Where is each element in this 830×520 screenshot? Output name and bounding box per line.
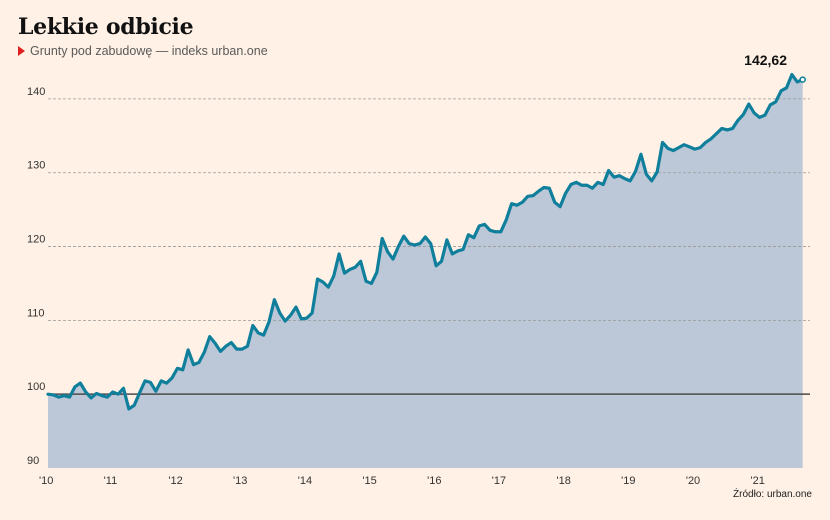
chart-title: Lekkie odbicie [18,14,194,40]
x-tick-label: '15 [362,475,376,487]
red-triangle-icon [18,46,25,56]
x-tick-label: '14 [298,475,312,487]
x-tick-label: '20 [686,475,700,487]
series-area [48,74,803,469]
x-tick-label: '10 [39,475,53,487]
x-tick-label: '17 [492,475,506,487]
chart-subtitle-text: Grunty pod zabudowę — indeks urban.one [30,44,268,58]
x-tick-label: '21 [751,475,765,487]
y-tick-label: 120 [27,234,45,246]
x-tick-label: '13 [233,475,247,487]
y-tick-label: 130 [27,160,45,172]
y-tick-label: 110 [27,307,45,319]
x-tick-label: '16 [427,475,441,487]
chart-subtitle: Grunty pod zabudowę — indeks urban.one [18,44,268,58]
last-value-label: 142,62 [744,52,787,68]
y-tick-label: 100 [27,381,45,393]
x-tick-label: '11 [104,475,118,487]
source-note: Źródło: urban.one [733,489,812,500]
y-tick-label: 90 [27,455,39,467]
last-point [799,76,806,83]
series-line [46,72,805,411]
y-tick-label: 140 [27,86,45,98]
x-tick-label: '19 [621,475,635,487]
x-tick-label: '18 [556,475,570,487]
x-tick-label: '12 [168,475,182,487]
